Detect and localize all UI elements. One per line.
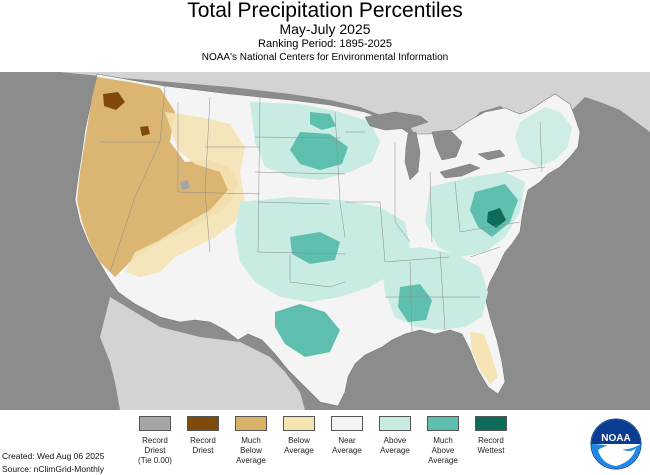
record-driest-wa bbox=[103, 92, 125, 110]
texas-much-above bbox=[275, 304, 340, 357]
lake-erie bbox=[439, 163, 481, 179]
legend-item-below: Below Average bbox=[276, 416, 322, 456]
lake-ontario bbox=[477, 149, 506, 161]
legend: Record Driest (Tie 0.00) Record Driest M… bbox=[132, 416, 512, 474]
map-title: Total Precipitation Percentiles bbox=[187, 0, 463, 22]
legend-label: Record Wettest bbox=[477, 436, 505, 455]
legend-label: Above Average bbox=[380, 436, 410, 455]
organization-credit: NOAA's National Centers for Environmenta… bbox=[201, 52, 449, 63]
legend-item-record-driest: Record Driest bbox=[180, 416, 226, 456]
legend-item-near: Near Average bbox=[324, 416, 370, 456]
legend-swatch bbox=[283, 416, 315, 431]
legend-label: Record Driest bbox=[190, 436, 216, 455]
legend-label: Record Driest (Tie 0.00) bbox=[138, 436, 172, 465]
lake-superior bbox=[364, 111, 429, 131]
ranking-period: Ranking Period: 1895-2025 bbox=[258, 38, 392, 50]
legend-swatch bbox=[379, 416, 411, 431]
legend-item-record-driest-tie: Record Driest (Tie 0.00) bbox=[132, 416, 178, 466]
noaa-logo-text: NOAA bbox=[601, 433, 630, 444]
legend-swatch bbox=[187, 416, 219, 431]
precipitation-map bbox=[0, 72, 650, 410]
legend-label: Below Average bbox=[284, 436, 314, 455]
record-tie-spot bbox=[180, 180, 190, 190]
legend-swatch bbox=[139, 416, 171, 431]
record-driest-spot bbox=[140, 126, 150, 136]
dakotas-much-above bbox=[310, 112, 336, 130]
legend-label: Much Above Average bbox=[428, 436, 458, 465]
legend-swatch bbox=[427, 416, 459, 431]
northeast-above bbox=[515, 107, 572, 167]
lake-michigan bbox=[404, 131, 421, 181]
legend-item-record-wettest: Record Wettest bbox=[468, 416, 514, 456]
florida-below bbox=[470, 332, 498, 384]
title-block: Total Precipitation Percentiles May-July… bbox=[0, 0, 650, 64]
map-subtitle: May-July 2025 bbox=[279, 21, 371, 37]
west-dry-region bbox=[77, 77, 238, 277]
north-plains-much-above bbox=[290, 132, 348, 170]
west-below-region bbox=[125, 112, 245, 277]
lake-huron bbox=[431, 129, 463, 161]
canada-land bbox=[60, 72, 650, 142]
virginia-record-wet bbox=[487, 208, 506, 228]
data-source: Source: nClimGrid-Monthly bbox=[2, 464, 105, 474]
noaa-logo: NOAA bbox=[590, 418, 642, 470]
legend-swatch bbox=[235, 416, 267, 431]
map-canvas bbox=[0, 72, 650, 410]
ok-much-above bbox=[290, 232, 340, 264]
legend-item-much-above: Much Above Average bbox=[420, 416, 466, 466]
mississippi-much-above bbox=[398, 284, 432, 322]
mexico-land bbox=[100, 297, 305, 410]
legend-item-much-below: Much Below Average bbox=[228, 416, 274, 466]
legend-label: Near Average bbox=[332, 436, 362, 455]
legend-label: Much Below Average bbox=[236, 436, 266, 465]
legend-swatch bbox=[475, 416, 507, 431]
legend-item-above: Above Average bbox=[372, 416, 418, 456]
legend-swatch bbox=[331, 416, 363, 431]
state-borders bbox=[100, 85, 546, 333]
created-date: Created: Wed Aug 06 2025 bbox=[2, 451, 105, 461]
